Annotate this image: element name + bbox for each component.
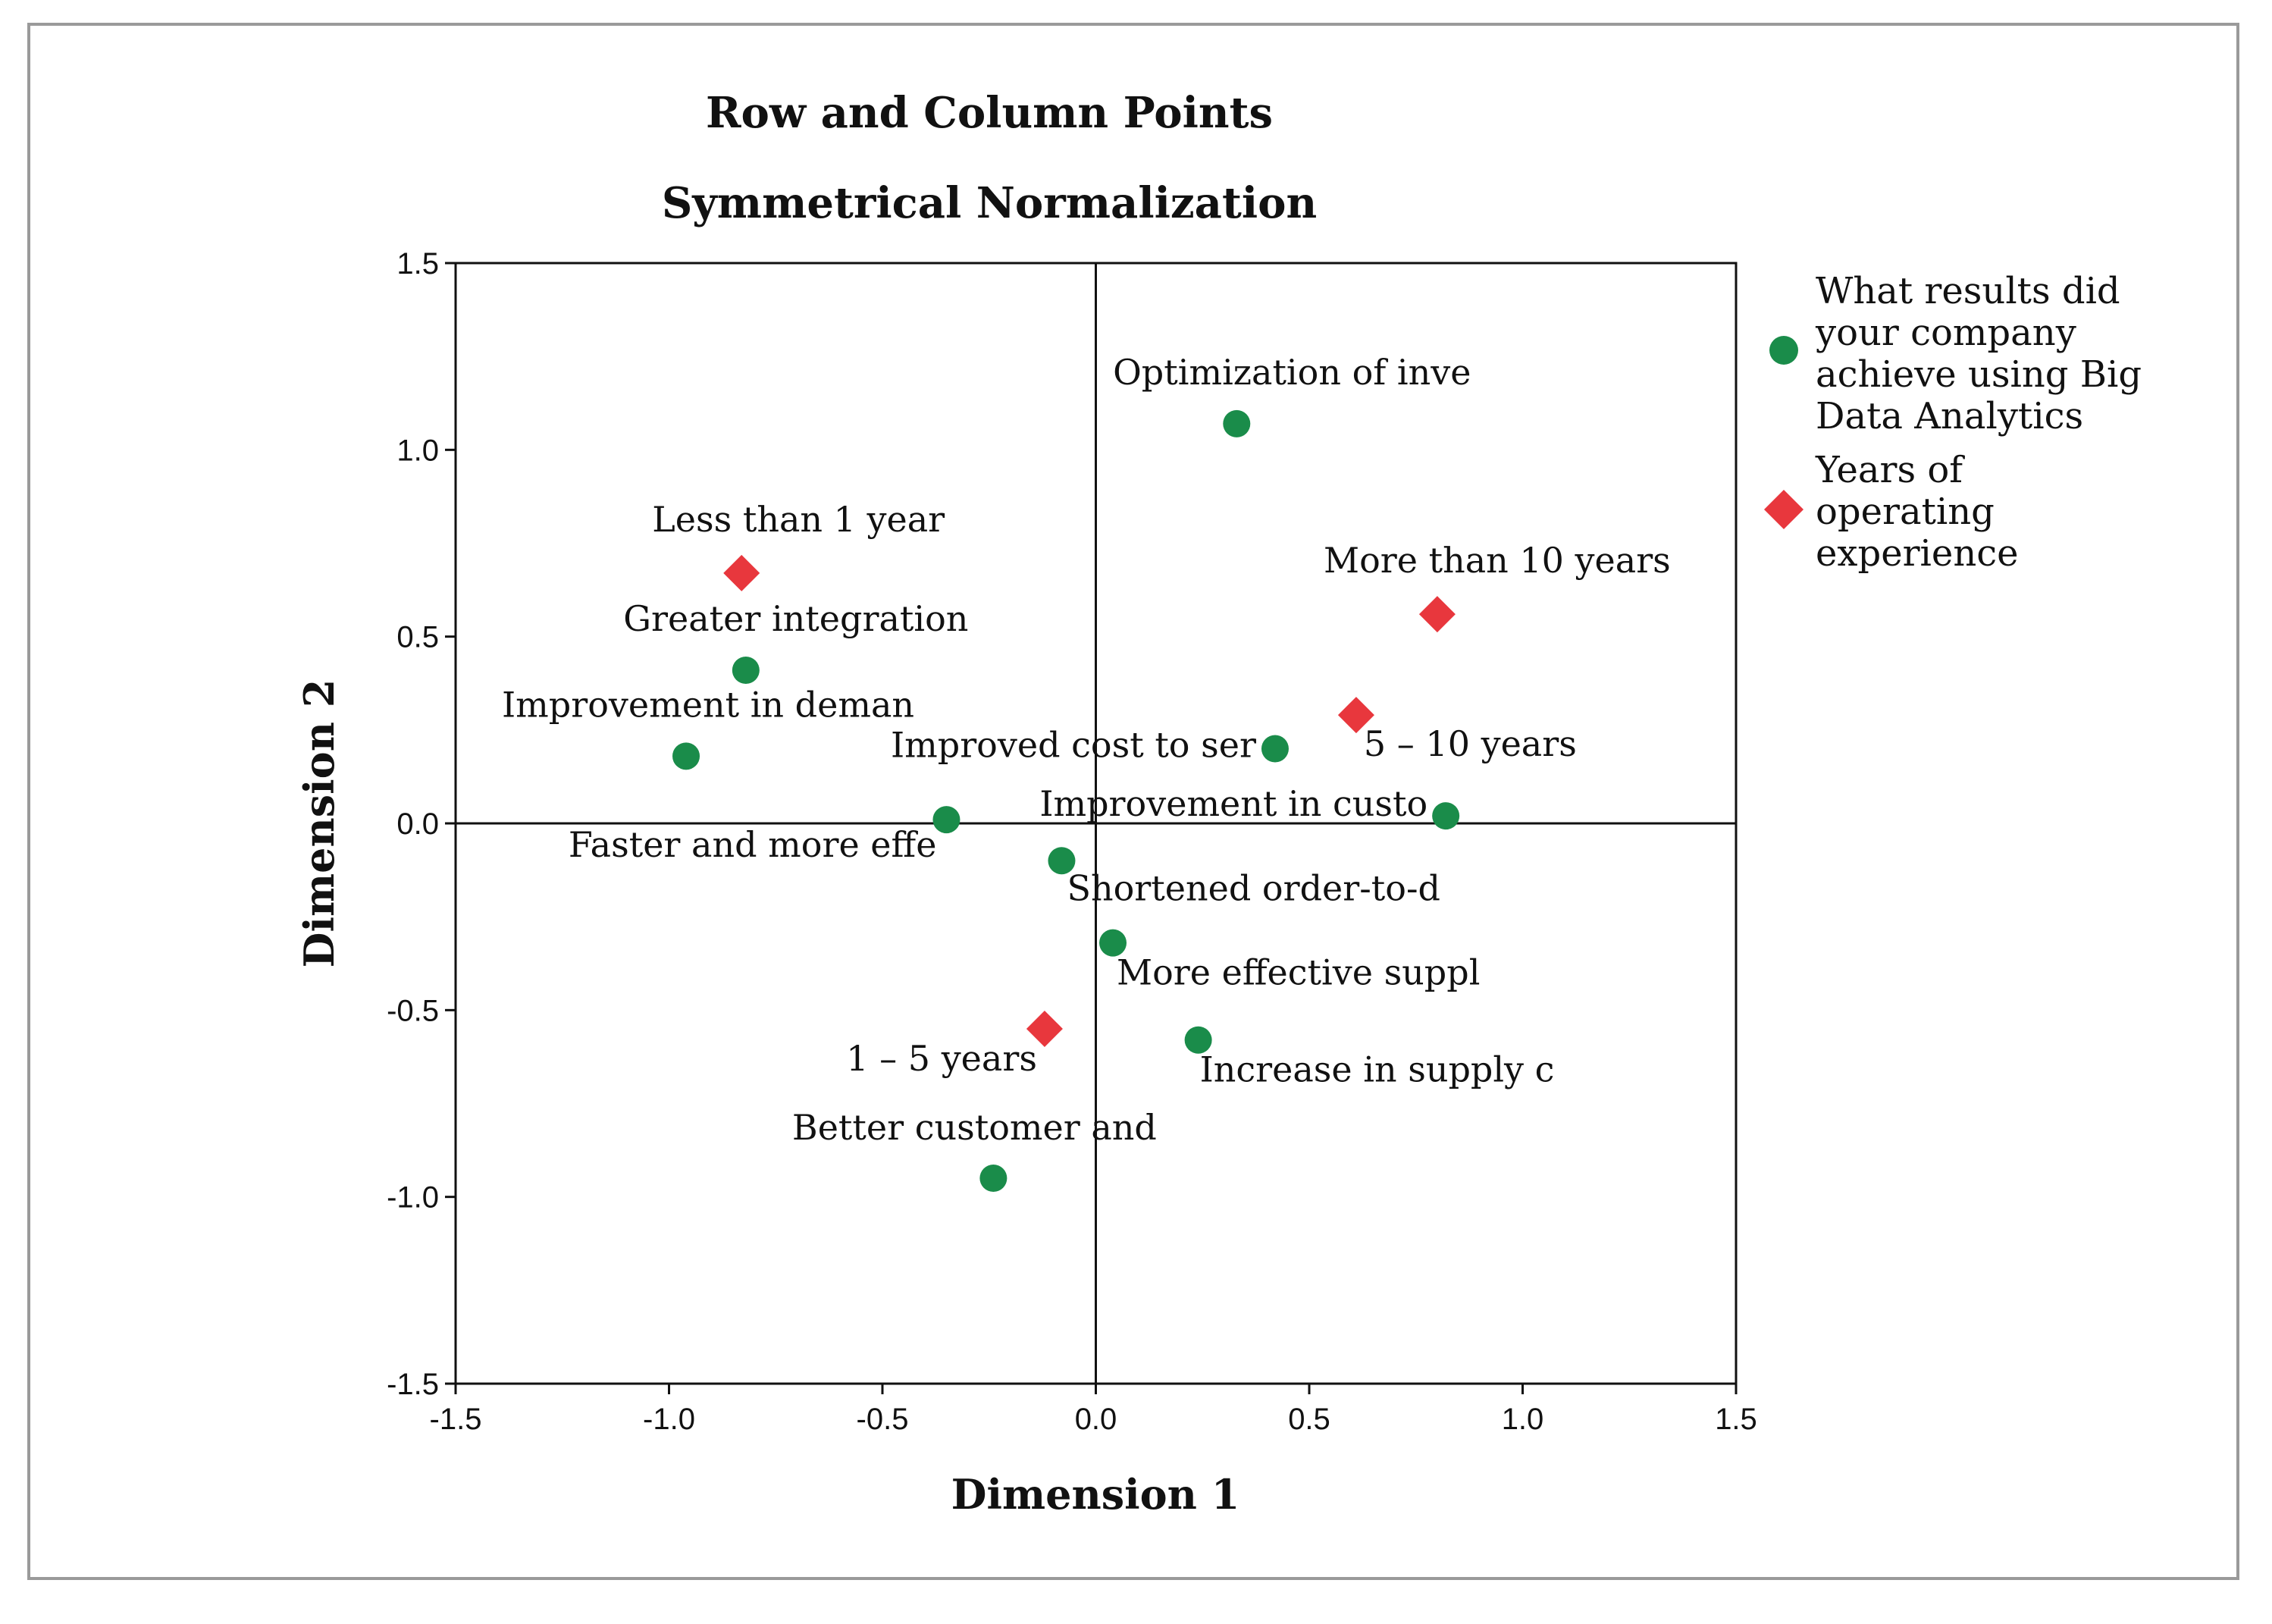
x-axis-ticks: -1.5 -1.0 -0.5 0.0 0.5 1.0 1.5 (430, 1384, 1757, 1436)
legend-entry-text: Years of (1815, 449, 1965, 491)
legend-entry-text: experience (1816, 532, 2019, 575)
y-tick-label: 0.0 (396, 807, 439, 841)
result-point (932, 806, 961, 834)
legend-circle-marker (1769, 336, 1798, 365)
chart-subtitle: Symmetrical Normalization (662, 178, 1317, 228)
point-label: Optimization of inve (1113, 352, 1471, 393)
chart-frame (27, 23, 2239, 1580)
point-label: Shortened order-to-d (1067, 867, 1440, 908)
result-point (1261, 735, 1289, 763)
data-point-labels: Optimization of inve Greater integration I… (502, 352, 1671, 1148)
result-point (1099, 929, 1127, 957)
point-label: Increase in supply c (1200, 1049, 1555, 1090)
result-point (979, 1165, 1008, 1193)
point-label: More effective suppl (1117, 952, 1480, 993)
legend-entry-text: achieve using Big (1816, 353, 2142, 396)
point-label: Better customer and (792, 1107, 1157, 1148)
result-point (1223, 409, 1251, 437)
y-tick-label: 1.5 (396, 247, 439, 281)
x-tick-label: -0.5 (857, 1403, 909, 1436)
point-label: Improvement in deman (502, 684, 914, 725)
legend-entry-text: What results did (1816, 270, 2120, 312)
y-tick-label: 0.5 (396, 621, 439, 654)
x-tick-label: 1.0 (1502, 1403, 1544, 1436)
result-point (1432, 802, 1460, 830)
x-tick-label: -1.0 (643, 1403, 695, 1436)
result-point (732, 657, 760, 685)
y-axis-title: Dimension 2 (295, 679, 343, 968)
point-label: More than 10 years (1324, 540, 1671, 581)
experience-point (1337, 697, 1374, 734)
y-tick-label: -1.5 (387, 1368, 439, 1401)
x-tick-label: 1.5 (1715, 1403, 1757, 1436)
reference-lines (456, 263, 1736, 1384)
data-points (672, 409, 1460, 1193)
x-axis-title: Dimension 1 (951, 1470, 1240, 1519)
y-axis-ticks: 1.5 1.0 0.5 0.0 -0.5 -1.0 -1.5 (387, 247, 456, 1401)
point-label: 1 – 5 years (846, 1038, 1037, 1079)
legend-entry-text: operating (1816, 491, 1995, 533)
point-label: Greater integration (623, 598, 968, 639)
y-tick-label: 1.0 (396, 434, 439, 467)
x-tick-label: -1.5 (430, 1403, 482, 1436)
legend-diamond-marker (1764, 490, 1803, 529)
result-point (1048, 847, 1076, 875)
x-tick-label: 0.5 (1288, 1403, 1330, 1436)
result-point (672, 742, 700, 770)
legend-entry-text: Data Analytics (1816, 395, 2083, 437)
point-label: Improvement in custo (1039, 783, 1427, 824)
y-tick-label: -1.0 (387, 1181, 439, 1215)
result-point (1184, 1026, 1212, 1054)
point-label: Less than 1 year (652, 499, 945, 540)
y-tick-label: -0.5 (387, 994, 439, 1027)
experience-point (723, 554, 760, 591)
point-label: Faster and more effe (569, 824, 937, 865)
experience-point (1026, 1010, 1063, 1047)
point-label: 5 – 10 years (1364, 723, 1577, 764)
legend-entry-text: your company (1815, 312, 2076, 354)
point-label: Improved cost to ser (891, 724, 1256, 765)
x-tick-label: 0.0 (1075, 1403, 1117, 1436)
experience-point (1418, 596, 1456, 633)
chart-title: Row and Column Points (706, 88, 1273, 138)
